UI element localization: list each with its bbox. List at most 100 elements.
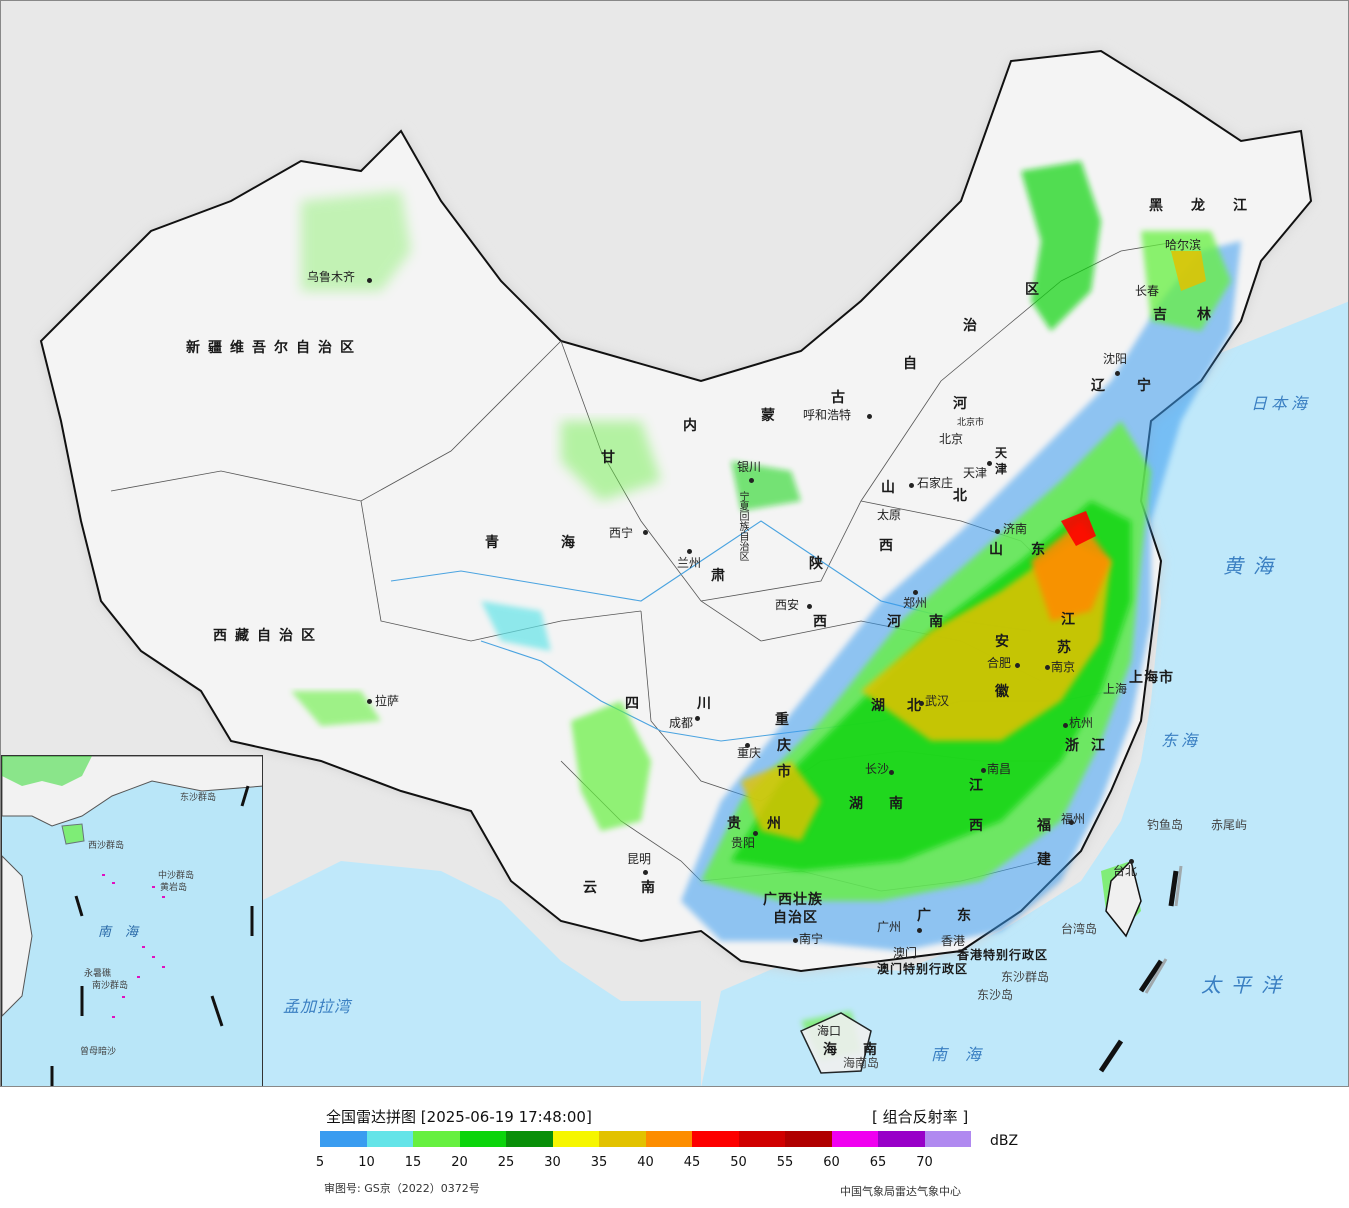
region-hk: 香港特别行政区 [957,948,1049,962]
region-guizhou-1: 贵 [727,816,742,832]
region-chongqing-2: 庆 [777,738,792,754]
region-ningxia: 宁夏回族自治区 [737,491,748,561]
south-china-sea-inset: 南海 西沙群岛 中沙群岛 黄岩岛 南沙群岛 东沙群岛 曾母暗沙 永暑礁 [1,755,263,1086]
city-dot-chengdu [695,716,700,721]
region-shanxi-2: 西 [879,538,894,554]
city-dot-nanjing [1045,665,1050,670]
region-anhui-2: 徽 [995,684,1010,700]
legend-swatch [413,1131,460,1147]
legend-swatch [831,1131,878,1147]
region-chongqing-1: 重 [775,712,790,728]
inset-dongsha: 东沙群岛 [180,793,217,803]
legend-swatch [785,1131,832,1147]
city-hangzhou: 杭州 [1069,716,1094,730]
region-shanghai: 上海市 [1129,670,1174,686]
legend-tick: 10 [358,1155,375,1170]
legend-swatch [459,1131,506,1147]
approval-number: 审图号: GS京（2022）0372号 [324,1182,480,1195]
region-qinghai-1: 青 [485,535,500,551]
legend-tick: 35 [590,1155,608,1170]
legend-tick: 55 [776,1155,794,1170]
city-dot-xining [643,530,648,535]
city-xian: 西安 [775,598,800,612]
city-dot-lhasa [367,699,372,704]
region-guangxi-1: 广西壮族 [763,892,823,908]
city-zhengzhou: 郑州 [903,596,928,610]
city-dot-tianjin [987,461,992,466]
legend-swatch [552,1131,599,1147]
city-chongqing: 重庆 [737,746,762,760]
inset-yongshu: 永暑礁 [84,969,112,979]
sea-south: 南海 [931,1045,1000,1064]
city-nanning: 南宁 [799,932,824,946]
region-jiangsu-2: 苏 [1057,640,1072,656]
region-zhejiang-1: 浙 [1065,738,1080,754]
region-shaanxi-2: 西 [813,614,828,630]
inset-nansha: 南沙群岛 [92,981,129,991]
city-dot-lanzhou [687,549,692,554]
legend-swatch [878,1131,925,1147]
sea-east: 东海 [1161,731,1202,750]
region-tianjin-1: 天 [995,446,1009,460]
city-dot-changsha [889,770,894,775]
city-nanjing: 南京 [1051,660,1076,674]
legend-swatch [506,1131,553,1147]
region-jilin-2: 林 [1197,307,1212,323]
legend-swatch [924,1131,971,1147]
region-fujian-2: 建 [1037,852,1052,868]
region-guangxi-2: 自治区 [773,910,818,926]
region-yunnan-1: 云 [583,880,598,896]
region-jiangxi-1: 江 [969,778,984,794]
city-dot-yinchuan [749,478,754,483]
city-nanchang: 南昌 [987,762,1012,776]
island-diaoyu: 钓鱼岛 [1147,818,1184,832]
city-dot-fuzhou [1069,820,1074,825]
map-canvas [39,49,1348,1086]
region-liaoning-2: 宁 [1137,378,1152,394]
region-shanxi-1: 山 [881,480,896,496]
legend-swatch [692,1131,739,1147]
inset-zhongsha: 中沙群岛 [158,871,195,881]
legend-tick: 30 [544,1155,561,1170]
inset-huangyan: 黄岩岛 [160,883,188,893]
city-hohhot: 呼和浩特 [803,408,852,422]
city-dot-guiyang [753,831,758,836]
city-hefei: 合肥 [987,656,1012,670]
city-dot-hangzhou [1063,723,1068,728]
region-liaoning-1: 辽 [1091,378,1106,394]
region-guangdong-1: 广 [917,908,932,924]
city-guiyang: 贵阳 [731,836,756,850]
region-nmg-4: 自 [903,356,918,372]
region-anhui-1: 安 [995,634,1010,650]
region-sichuan-2: 川 [697,696,712,712]
inset-xisha: 西沙群岛 [88,841,125,851]
city-shanghai: 上海 [1103,682,1128,696]
city-haikou: 海口 [817,1024,842,1038]
region-shaanxi-1: 陕 [809,556,824,572]
island-chiwei: 赤尾屿 [1211,818,1248,832]
city-dot-taibei [1129,859,1134,864]
city-beijing: 北京 [939,432,964,446]
city-taibei: 台北 [1113,864,1138,878]
city-changsha: 长沙 [865,762,890,776]
region-jiangxi-2: 西 [969,818,984,834]
city-dot-urumqi [367,278,372,283]
region-tibet: 西藏自治区 [213,628,323,644]
island-dongsha: 东沙岛 [977,988,1014,1002]
legend-swatch [599,1131,646,1147]
hainan-island [799,1012,872,1074]
city-dot-hohhot [867,414,872,419]
city-urumqi: 乌鲁木齐 [307,270,356,284]
city-dot-jinan [995,529,1000,534]
region-henan-2: 南 [929,614,944,630]
legend-tick: 70 [916,1155,933,1170]
region-chongqing-3: 市 [777,764,792,780]
legend-tick: 45 [683,1155,701,1170]
legend-tick: 25 [497,1155,515,1170]
region-fujian-1: 福 [1037,818,1052,834]
map-timestamp: [2025-06-19 17:48:00] [420,1108,592,1126]
city-dot-xian [807,604,812,609]
city-taiyuan: 太原 [877,508,902,522]
region-nmg-2: 蒙 [761,408,776,424]
legend-tick: 15 [404,1155,422,1170]
